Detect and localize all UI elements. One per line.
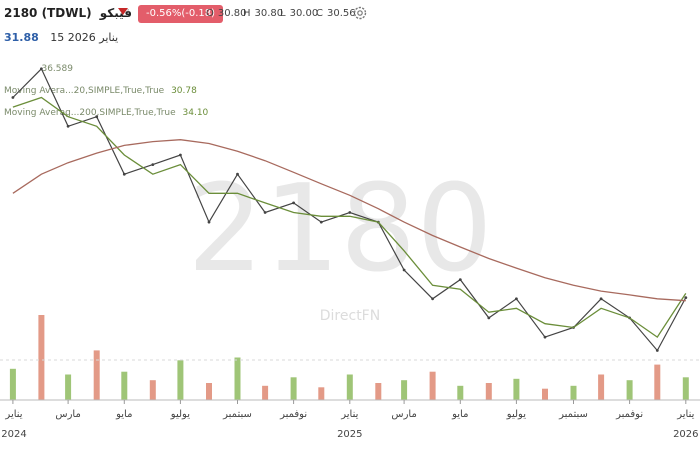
high-value: H 30.80: [243, 8, 284, 19]
low-value: L 30.00: [280, 8, 319, 19]
x-tick-label: يوليو: [506, 409, 526, 420]
volume-bars: [9, 315, 689, 401]
series-lines: [11, 67, 688, 352]
ma-long-value: 34.10: [182, 108, 209, 118]
x-tick-label: مارس: [55, 409, 80, 420]
price-point: [236, 172, 239, 176]
volume-bar: [38, 315, 45, 400]
x-tick-label: يناير: [340, 409, 358, 420]
change-badge: -0.56%(-0.18): [138, 5, 224, 23]
x-tick-label: سبتمبر: [222, 409, 252, 420]
ma-short-legend[interactable]: Moving Avera...20,SIMPLE,True,True 30.78: [4, 86, 197, 96]
price-point: [402, 268, 406, 272]
price-point: [151, 163, 155, 167]
x-tick-label: نوفمبر: [615, 409, 643, 420]
x-tick-label: سبتمبر: [558, 409, 588, 420]
volume-bar: [598, 374, 605, 400]
volume-bar: [318, 387, 325, 401]
ma-short-value: 30.78: [171, 86, 197, 96]
volume-bar: [513, 378, 520, 401]
close-value: C 30.56: [316, 8, 356, 19]
symbol-code: 2180 (TDWL): [4, 6, 92, 20]
volume-bar: [290, 377, 297, 400]
x-tick-year-label: 2024: [1, 429, 26, 440]
watermark-symbol: 2180: [187, 160, 492, 299]
volume-bar: [234, 357, 241, 400]
watermark-brand: DirectFN: [320, 308, 380, 324]
price-point: [179, 153, 182, 157]
gear-icon[interactable]: [352, 5, 368, 21]
x-tick-label: مايو: [115, 409, 132, 420]
ma-long-legend[interactable]: Moving Averag...200,SIMPLE,True,True 34.…: [4, 108, 208, 118]
price-point: [292, 201, 295, 205]
price-point: [95, 115, 99, 119]
volume-bar: [429, 371, 436, 400]
price-point: [655, 349, 659, 352]
volume-bar: [93, 350, 100, 400]
price-point: [348, 211, 352, 214]
x-tick-year-label: 2025: [337, 429, 362, 440]
x-tick-label: مايو: [451, 409, 468, 420]
volume-bar: [570, 385, 577, 400]
volume-bar: [346, 374, 353, 400]
volume-bar: [654, 364, 661, 400]
volume-bar: [401, 380, 408, 400]
price-point: [122, 172, 126, 176]
price-point: [431, 297, 434, 301]
price-point: [207, 220, 211, 224]
volume-bar: [206, 383, 212, 400]
x-tick-label: مارس: [391, 409, 416, 420]
volume-bar: [485, 383, 492, 400]
last-price: 31.88: [4, 31, 39, 44]
price-point: [40, 67, 43, 71]
price-point: [599, 297, 603, 301]
volume-legend: Volume36.589: [4, 64, 73, 74]
volume-bar: [9, 368, 16, 400]
volume-bar: [626, 380, 633, 400]
x-tick-label: نوفمبر: [279, 409, 307, 420]
volume-legend-value: 36.589: [41, 64, 73, 74]
volume-bar: [682, 377, 689, 400]
volume-bar: [121, 371, 128, 400]
x-tick-label: يناير: [4, 409, 22, 420]
price-point: [319, 220, 323, 224]
ma-long-label: Moving Averag...200,SIMPLE,True,True: [4, 108, 176, 118]
price-point: [458, 278, 462, 281]
price-point: [66, 124, 70, 128]
price-point: [487, 316, 491, 320]
volume-bar: [457, 385, 464, 400]
dropdown-arrow-icon[interactable]: [118, 8, 128, 15]
ma-short-label: Moving Avera...20,SIMPLE,True,True: [4, 86, 165, 96]
series-line-ma-200: [12, 139, 686, 302]
x-tick-label: يوليو: [170, 409, 190, 420]
price-point: [263, 211, 267, 214]
volume-bar: [542, 388, 548, 400]
price-row: 31.88 15 2026 يناير: [4, 31, 118, 44]
price-point: [515, 297, 518, 301]
series-line-ma-20: [12, 96, 687, 339]
volume-bar: [65, 374, 72, 400]
open-value: O 30.80: [206, 8, 247, 19]
x-axis: يناير 2024 مارس مايو يوليو سبتمبر نوفمبر يناير 2…: [1, 400, 699, 440]
volume-bar: [375, 383, 382, 400]
volume-bar: [262, 385, 269, 400]
volume-bar: [177, 360, 184, 400]
volume-bar: [149, 380, 156, 400]
price-point: [684, 296, 688, 299]
price-point: [543, 335, 547, 339]
price-point: [11, 96, 15, 99]
date-label: 15 2026 يناير: [50, 31, 119, 44]
x-tick-label: يناير: [676, 409, 694, 420]
chart-header: 2180 (TDWL) فيبكو -0.56%(-0.18) O 30.80 H…: [0, 0, 700, 28]
x-tick-year-label: 2026: [673, 429, 698, 440]
